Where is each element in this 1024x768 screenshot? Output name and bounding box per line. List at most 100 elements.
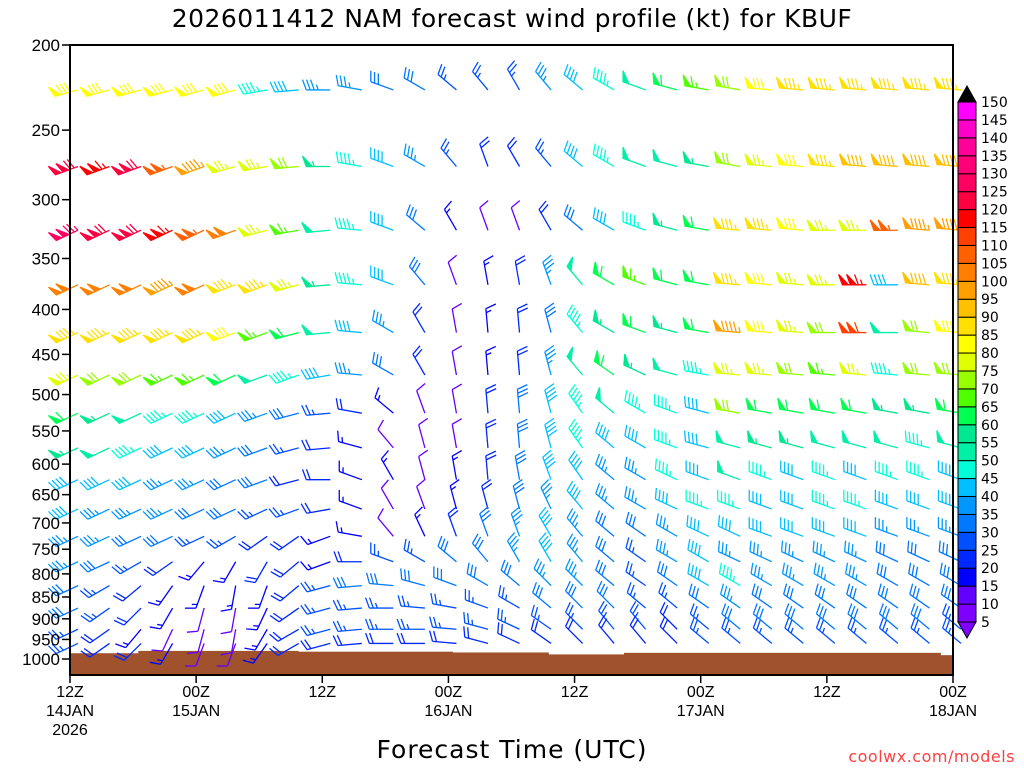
barb-feather: [599, 211, 603, 223]
barb-feather: [882, 543, 886, 556]
barb-feather: [212, 373, 222, 383]
barb-half-feather: [168, 280, 174, 286]
barb-feather: [83, 633, 94, 642]
barb-feather: [83, 561, 92, 571]
barb-feather: [240, 411, 249, 421]
barb-feather: [655, 538, 659, 550]
barb-feather: [216, 280, 225, 290]
wind-barb: [806, 321, 835, 334]
barb-feather: [142, 415, 152, 424]
wind-barb: [625, 537, 647, 563]
credit-link[interactable]: coolwx.com/models: [848, 747, 1015, 766]
colorbar-bin: [957, 567, 977, 587]
wind-barb: [48, 560, 79, 573]
colorbar-label: 60: [981, 418, 999, 434]
barb-feather: [416, 478, 426, 488]
y-tick-label: 500: [32, 386, 60, 405]
y-tick-label: 900: [32, 610, 60, 629]
barb-pennant: [936, 430, 945, 445]
wind-barb: [237, 158, 268, 172]
barb-pennant: [744, 271, 756, 285]
barb-pennant: [79, 86, 94, 97]
barb-feather: [818, 322, 824, 333]
barb-feather: [304, 581, 312, 592]
colorbar-label: 55: [981, 436, 999, 452]
barb-half-feather: [691, 158, 694, 164]
wind-barb: [780, 517, 804, 537]
barb-feather: [276, 327, 284, 338]
wind-barb: [451, 449, 463, 480]
barb-feather: [192, 159, 201, 169]
wind-barb: [686, 515, 709, 537]
wind-barb: [220, 607, 237, 635]
barb-feather: [517, 303, 528, 310]
wind-barb: [48, 606, 79, 619]
barb-pennant: [86, 283, 103, 293]
barb-feather: [536, 561, 543, 572]
barb-feather: [142, 538, 152, 547]
barb-half-feather: [765, 224, 769, 231]
chart-title: 2026011412 NAM forecast wind profile (kt…: [172, 4, 853, 33]
barb-feather: [660, 563, 665, 575]
barb-half-feather: [227, 281, 233, 287]
barb-feather: [451, 418, 463, 425]
barb-pennant: [79, 165, 95, 176]
barb-feather: [687, 431, 691, 443]
wind-barb: [594, 387, 615, 414]
barb-feather: [515, 255, 526, 262]
wind-barb: [838, 274, 867, 286]
barb-feather: [416, 383, 426, 392]
colorbar-label: 150: [981, 95, 1008, 111]
barb-feather: [542, 254, 552, 263]
wind-barb: [815, 617, 836, 644]
barb-half-feather: [217, 540, 223, 545]
barb-feather: [449, 479, 460, 487]
barb-feather: [146, 479, 155, 489]
barb-pennant: [871, 397, 882, 411]
barb-feather: [118, 446, 128, 456]
barb-feather: [695, 399, 698, 411]
barb-shaft: [447, 262, 458, 286]
barb-feather: [535, 584, 541, 596]
barb-feather: [869, 274, 875, 286]
barb-pennant: [301, 324, 314, 336]
wind-barb: [113, 642, 142, 661]
barb-feather: [601, 540, 607, 552]
barb-feather: [440, 66, 446, 78]
barb-pennant: [717, 460, 725, 475]
barb-half-feather: [382, 321, 385, 327]
barb-feather: [922, 155, 927, 167]
barb-feather: [908, 431, 911, 443]
colorbar-label: 100: [981, 274, 1008, 290]
wind-barb: [652, 149, 678, 168]
barb-feather: [941, 218, 946, 229]
barb-feather: [542, 449, 552, 458]
barb-feather: [142, 449, 152, 459]
barb-feather: [114, 509, 124, 518]
wind-barb: [497, 622, 520, 645]
wind-barb: [364, 597, 394, 609]
barb-feather: [596, 68, 600, 81]
barb-shaft: [213, 447, 236, 459]
barb-feather: [463, 626, 466, 638]
x-tick-label: 00Z: [182, 684, 210, 701]
barb-half-feather: [157, 375, 163, 381]
wind-barb: [396, 632, 425, 645]
barb-feather: [337, 551, 343, 562]
barb-feather: [281, 80, 288, 92]
wind-barb: [451, 302, 463, 333]
barb-feather: [268, 508, 277, 518]
wind-barb: [565, 602, 584, 630]
barb-feather: [116, 652, 128, 659]
wind-barb: [808, 397, 835, 414]
barb-feather: [48, 631, 57, 640]
barb-feather: [268, 374, 277, 384]
barb-half-feather: [220, 448, 226, 454]
barb-feather: [910, 218, 915, 229]
wind-barb: [332, 576, 362, 589]
wind-barb: [907, 540, 930, 563]
wind-barb: [656, 561, 678, 587]
wind-barb: [111, 283, 142, 296]
barb-feather: [938, 540, 941, 552]
barb-feather: [86, 478, 96, 487]
